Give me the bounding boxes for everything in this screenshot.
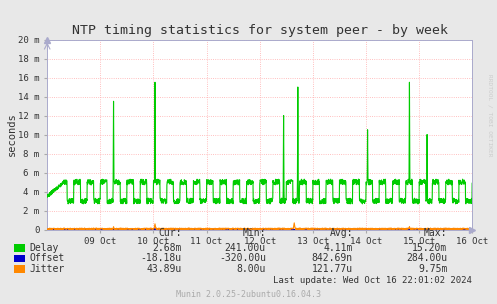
Text: Min:: Min:	[243, 228, 266, 238]
Text: RRDTOOL / TOBI OETIKER: RRDTOOL / TOBI OETIKER	[487, 74, 492, 157]
Text: 8.00u: 8.00u	[237, 264, 266, 274]
Text: 842.69n: 842.69n	[312, 254, 353, 263]
Text: 241.00u: 241.00u	[225, 243, 266, 253]
Text: -18.18u: -18.18u	[140, 254, 181, 263]
Text: Avg:: Avg:	[330, 228, 353, 238]
Text: Delay: Delay	[30, 243, 59, 253]
Text: Jitter: Jitter	[30, 264, 65, 274]
Text: 43.89u: 43.89u	[146, 264, 181, 274]
Text: 15.20m: 15.20m	[412, 243, 447, 253]
Text: 121.77u: 121.77u	[312, 264, 353, 274]
Text: Cur:: Cur:	[158, 228, 181, 238]
Text: 284.00u: 284.00u	[406, 254, 447, 263]
Text: Max:: Max:	[424, 228, 447, 238]
Text: Offset: Offset	[30, 254, 65, 263]
Text: 4.11m: 4.11m	[324, 243, 353, 253]
Text: 2.68m: 2.68m	[152, 243, 181, 253]
Text: 9.75m: 9.75m	[418, 264, 447, 274]
Text: Munin 2.0.25-2ubuntu0.16.04.3: Munin 2.0.25-2ubuntu0.16.04.3	[176, 290, 321, 299]
Text: Last update: Wed Oct 16 22:01:02 2024: Last update: Wed Oct 16 22:01:02 2024	[273, 276, 472, 285]
Title: NTP timing statistics for system peer - by week: NTP timing statistics for system peer - …	[72, 24, 448, 37]
Y-axis label: seconds: seconds	[6, 113, 17, 156]
Text: -320.00u: -320.00u	[219, 254, 266, 263]
